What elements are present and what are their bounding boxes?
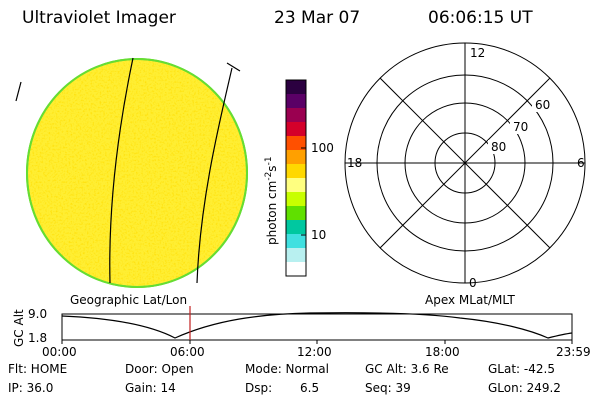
time-label: 06:06:15 UT xyxy=(428,8,533,28)
door-status: Door: Open xyxy=(125,362,194,376)
x-tick-1800: 18:00 xyxy=(425,345,460,359)
longitude-line xyxy=(196,67,233,284)
instrument-title: Ultraviolet Imager xyxy=(22,8,176,28)
colorbar-tick-10: 10 xyxy=(311,228,327,242)
alt-y-max: 9.0 xyxy=(28,307,48,321)
glat-status: GLat: -42.5 xyxy=(488,362,555,376)
colorbar xyxy=(285,79,307,277)
polar-grid xyxy=(344,42,586,284)
x-tick-1200: 12:00 xyxy=(297,345,332,359)
ip-status: IP: 36.0 xyxy=(8,381,54,395)
gc-alt-status: GC Alt: 3.6 Re xyxy=(365,362,449,376)
mlt-label-6: 6 xyxy=(577,156,585,170)
mlt-label-18: 18 xyxy=(347,156,363,170)
colorbar-unit-label: photon cm-2s-1 xyxy=(264,156,279,245)
apex-panel-label: Apex MLat/MLT xyxy=(425,293,515,307)
dsp-label: Dsp: xyxy=(245,381,273,395)
glon-status: GLon: 249.2 xyxy=(488,381,561,395)
mlt-label-0: 0 xyxy=(469,276,477,290)
date-label: 23 Mar 07 xyxy=(274,8,361,28)
mode-status: Mode: Normal xyxy=(245,362,329,376)
lat-label-60: 60 xyxy=(535,98,551,112)
x-tick-0600: 06:00 xyxy=(170,345,205,359)
lat-label-70: 70 xyxy=(513,120,529,134)
status-footer: Flt: HOME IP: 36.0 Door: Open Gain: 14 M… xyxy=(0,362,600,398)
seq-status: Seq: 39 xyxy=(365,381,411,395)
lat-label-80: 80 xyxy=(491,140,507,154)
longitude-line xyxy=(109,57,134,284)
x-tick-2359: 23:59 xyxy=(556,345,591,359)
geographic-panel-label: Geographic Lat/Lon xyxy=(70,293,188,307)
alt-y-min: 1.8 xyxy=(28,331,48,345)
flt-status: Flt: HOME xyxy=(8,362,68,376)
altitude-curve xyxy=(61,312,573,339)
gain-status: Gain: 14 xyxy=(125,381,176,395)
dsp-value: 6.5 xyxy=(300,381,320,395)
x-tick-0000: 00:00 xyxy=(42,345,77,359)
altitude-plot xyxy=(61,306,573,344)
auroral-image-disk xyxy=(15,57,248,288)
colorbar-tick-100: 100 xyxy=(311,141,334,155)
mlt-label-12: 12 xyxy=(470,46,486,60)
gc-alt-axis-label: GC Alt xyxy=(12,309,26,347)
